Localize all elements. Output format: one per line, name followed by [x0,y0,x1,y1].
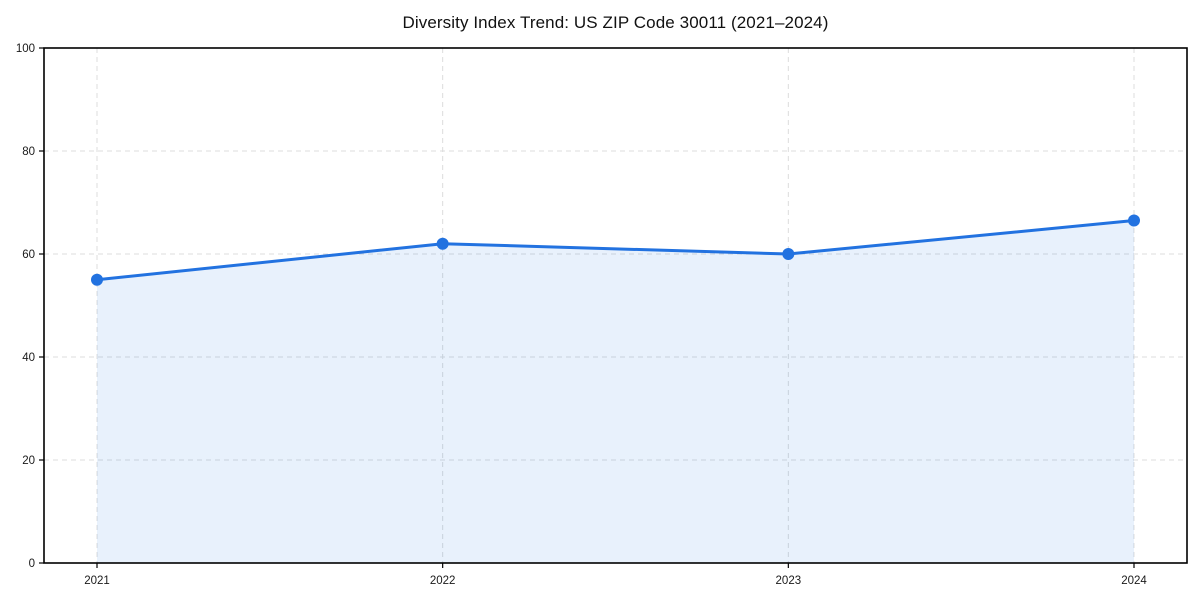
y-tick-label: 80 [22,146,35,158]
y-tick-label: 40 [22,352,35,364]
data-point-marker [91,273,103,286]
area-fill [97,220,1134,563]
x-tick-label: 2021 [84,575,110,587]
data-point-marker [1128,214,1140,227]
y-tick-label: 100 [16,43,35,55]
plot-border [43,47,1188,564]
x-tick-label: 2023 [776,575,802,587]
x-tick-label: 2024 [1121,575,1147,587]
x-tick-label: 2022 [430,575,456,587]
y-tick-label: 20 [22,455,35,467]
data-point-marker [782,248,795,260]
trend-line [95,219,1136,282]
data-point-marker [436,237,449,250]
chart-title: Diversity Index Trend: US ZIP Code 30011… [402,13,829,32]
y-tick-label: 60 [22,249,35,261]
y-tick-label: 0 [29,558,35,570]
